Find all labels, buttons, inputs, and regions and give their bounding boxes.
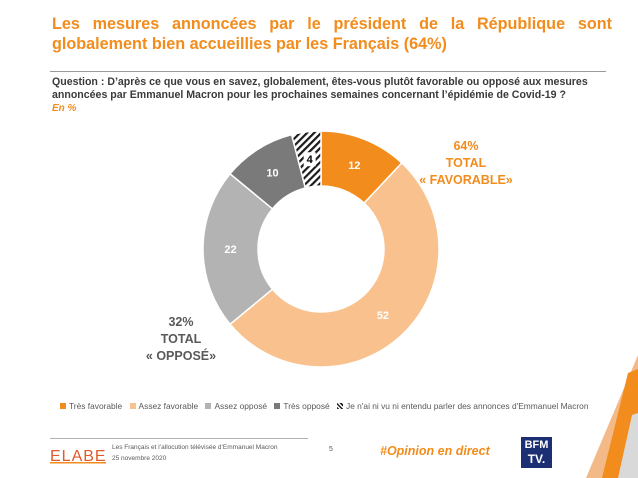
footer-date: 25 novembre 2020 xyxy=(112,455,167,462)
unit-label: En % xyxy=(52,103,77,114)
callout-total-favorable: 64% TOTAL « FAVORABLE» xyxy=(408,138,524,189)
callout-total-oppose: 32% TOTAL « OPPOSÉ» xyxy=(126,314,236,365)
callout-oppose-pct: 32% xyxy=(168,315,194,329)
legend-label: Je n'ai ni vu ni entendu parler des anno… xyxy=(346,401,589,411)
legend-item-ni-vu-ni-entendu: Je n'ai ni vu ni entendu parler des anno… xyxy=(337,401,589,411)
legend-label: Très favorable xyxy=(69,401,123,411)
donut-slice-assez-oppose xyxy=(202,172,274,326)
callout-oppose-line2: « OPPOSÉ» xyxy=(145,349,217,363)
slice-label-assez-oppose: 22 xyxy=(224,244,236,256)
hashtag-opinion: #Opinion en direct xyxy=(380,444,490,458)
legend-swatch xyxy=(205,403,212,409)
callout-favorable-line1: TOTAL xyxy=(445,156,487,170)
callout-oppose-line1: TOTAL xyxy=(160,332,202,346)
slice-label-tres-favorable: 12 xyxy=(348,160,360,172)
legend-item-tres-favorable: Très favorable xyxy=(60,401,122,411)
legend-label: Assez opposé xyxy=(214,401,268,411)
legend-swatch xyxy=(60,403,66,409)
slice-label-assez-favorable: 52 xyxy=(377,310,389,322)
page-title: Les mesures annoncées par le président d… xyxy=(52,15,612,53)
legend-item-tres-oppose: Très opposé xyxy=(274,401,330,411)
callout-favorable-pct: 64% xyxy=(453,139,479,153)
callout-favorable-line2: « FAVORABLE» xyxy=(419,173,513,187)
footer-divider xyxy=(50,438,308,439)
slice-label-tres-oppose: 10 xyxy=(266,168,278,180)
legend-label: Assez favorable xyxy=(138,401,199,411)
question-text: Question : D’après ce que vous en savez,… xyxy=(52,76,588,101)
bfm-logo-line1: BFM xyxy=(524,439,549,451)
slice-label-background xyxy=(303,152,316,167)
page-number: 5 xyxy=(329,446,333,453)
legend-swatch xyxy=(274,403,281,409)
legend-item-assez-oppose: Assez opposé xyxy=(205,401,267,411)
donut-slice-assez-favorable xyxy=(229,161,440,368)
footer-study-title: Les Français et l’allocution télévisée d… xyxy=(112,444,278,451)
title-divider xyxy=(50,71,606,72)
bfm-logo-line2: TV. xyxy=(527,452,546,466)
elabe-logo: ELABE xyxy=(50,448,106,464)
bfm-tv-logo: BFM TV. xyxy=(521,437,552,468)
legend-item-assez-favorable: Assez favorable xyxy=(129,401,199,411)
chart-legend: Très favorable Assez favorable Assez opp… xyxy=(60,401,594,415)
legend-swatch xyxy=(129,403,136,409)
svg-text:ELABE: ELABE xyxy=(50,448,106,464)
legend-label: Très opposé xyxy=(283,401,330,411)
corner-triangle-decoration xyxy=(586,355,638,478)
slice-label-ni-vu-ni-entendu: 4 xyxy=(307,154,314,166)
legend-swatch xyxy=(337,403,343,409)
